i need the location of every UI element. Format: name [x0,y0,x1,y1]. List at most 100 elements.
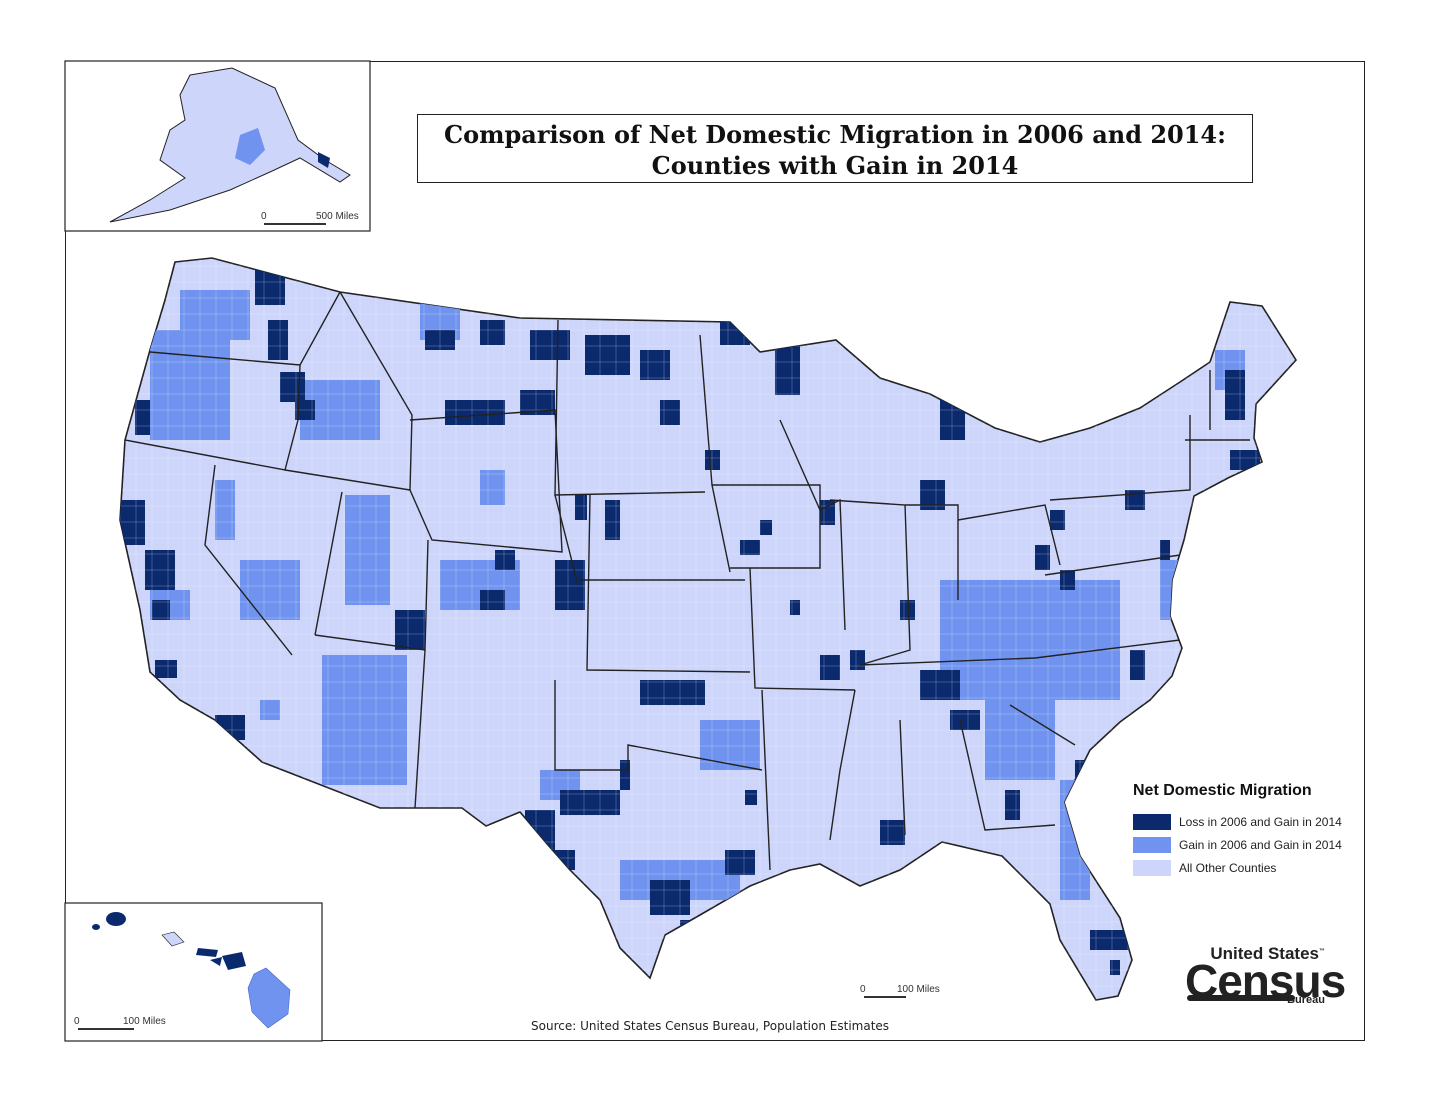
map-frame [65,61,1365,1041]
county-loss-then-gain [775,340,800,395]
county-loss-then-gain [605,500,620,540]
county-loss-then-gain [820,500,835,525]
county-loss-then-gain [1005,790,1020,820]
county-loss-then-gain [480,320,505,345]
county-loss-then-gain [155,660,177,678]
main-scale-end: 100 Miles [897,984,940,995]
legend-item-gain-gain: Gain in 2006 and Gain in 2014 [1133,833,1363,856]
county-loss-then-gain [280,372,305,402]
logo-swoosh [1187,995,1295,1001]
county-loss-then-gain [395,610,425,650]
legend-swatch-medium [1133,836,1171,853]
county-gain-both [150,330,230,440]
county-gain-both [480,470,505,505]
title-line-2: Counties with Gain in 2014 [651,151,1019,180]
county-loss-then-gain [950,710,980,730]
state-boundaries [124,291,1250,871]
contiguous-us-base [119,257,1298,1001]
legend-swatch-light [1133,859,1171,876]
county-gain-both [985,700,1055,780]
legend-label: All Other Counties [1179,860,1277,875]
county-loss-then-gain [560,790,620,815]
county-loss-then-gain [585,335,630,375]
source-note: Source: United States Census Bureau, Pop… [531,1019,890,1033]
county-loss-then-gain [495,550,515,570]
alaska-scale-start: 0 [261,211,267,222]
county-loss-then-gain [1130,650,1145,680]
legend-item-other: All Other Counties [1133,856,1363,879]
county-gain-both [240,560,300,620]
alaska-scale-bar: 0 500 Miles [261,211,371,227]
county-loss-then-gain [1035,545,1050,570]
map-title: Comparison of Net Domestic Migration in … [417,114,1253,183]
county-loss-then-gain [1060,570,1075,590]
county-loss-then-gain [1230,450,1260,470]
county-loss-then-gain [680,920,705,940]
county-gain-both [700,720,760,770]
alaska-inset [64,60,371,232]
county-loss-then-gain [575,495,587,520]
legend-label: Gain in 2006 and Gain in 2014 [1179,837,1342,852]
county-loss-then-gain [725,850,755,875]
county-gain-both [260,700,280,720]
county-loss-then-gain [790,600,800,615]
hawaii-scale-end: 100 Miles [123,1016,166,1027]
county-gain-both [1060,780,1090,900]
county-gain-both [1160,560,1185,620]
county-loss-then-gain [480,590,505,610]
county-loss-then-gain [135,400,150,435]
logo-united-states: United States™ [1210,944,1325,963]
title-line-1: Comparison of Net Domestic Migration in … [444,120,1226,149]
county-loss-then-gain [120,500,145,545]
county-loss-then-gain [820,655,840,680]
county-loss-then-gain [268,320,288,360]
county-loss-then-gain [640,350,670,380]
hawaii-scale-start: 0 [74,1016,80,1027]
county-loss-then-gain [660,400,680,425]
legend: Net Domestic Migration Loss in 2006 and … [1133,782,1363,879]
alaska-scale-end: 500 Miles [316,211,359,222]
county-loss-then-gain [620,760,630,790]
county-loss-then-gain [555,560,585,610]
census-logo: United States™ Census Bureau [1183,944,1346,1014]
county-gain-both [180,290,250,340]
county-loss-then-gain [940,400,965,440]
main-scale-bar: 0 100 Miles [860,984,970,1000]
county-loss-then-gain [215,715,245,740]
logo-bureau: Bureau [1287,994,1325,1006]
county-loss-then-gain [740,540,760,555]
county-loss-then-gain [1225,370,1245,420]
county-gain-both [940,580,1120,700]
county-loss-then-gain [1110,960,1120,975]
county-loss-then-gain [705,450,720,470]
hawaii-inset [64,902,323,1042]
county-loss-then-gain [745,790,757,805]
county-loss-then-gain [1125,490,1145,510]
county-loss-then-gain [1160,540,1170,560]
county-loss-then-gain [1050,510,1065,530]
county-loss-then-gain [900,600,915,620]
county-loss-then-gain [1090,930,1130,950]
county-loss-then-gain [760,520,772,535]
legend-item-loss-gain: Loss in 2006 and Gain in 2014 [1133,810,1363,833]
hawaii-scale-bar: 0 100 Miles [74,1016,184,1032]
county-gain-both [215,480,235,540]
county-loss-then-gain [1075,760,1095,780]
county-loss-then-gain [650,880,690,915]
legend-label: Loss in 2006 and Gain in 2014 [1179,814,1342,829]
county-gain-both [322,655,407,785]
legend-title: Net Domestic Migration [1133,782,1312,799]
county-loss-then-gain [255,270,285,305]
county-loss-then-gain [880,820,905,845]
county-loss-then-gain [850,650,865,670]
county-loss-then-gain [445,400,505,425]
county-loss-then-gain [550,850,575,870]
county-gain-both [345,495,390,605]
county-loss-then-gain [640,680,705,705]
county-loss-then-gain [920,670,960,700]
main-scale-start: 0 [860,984,866,995]
county-loss-then-gain [525,810,555,850]
legend-swatch-dark [1133,813,1171,830]
county-loss-then-gain [152,600,170,620]
